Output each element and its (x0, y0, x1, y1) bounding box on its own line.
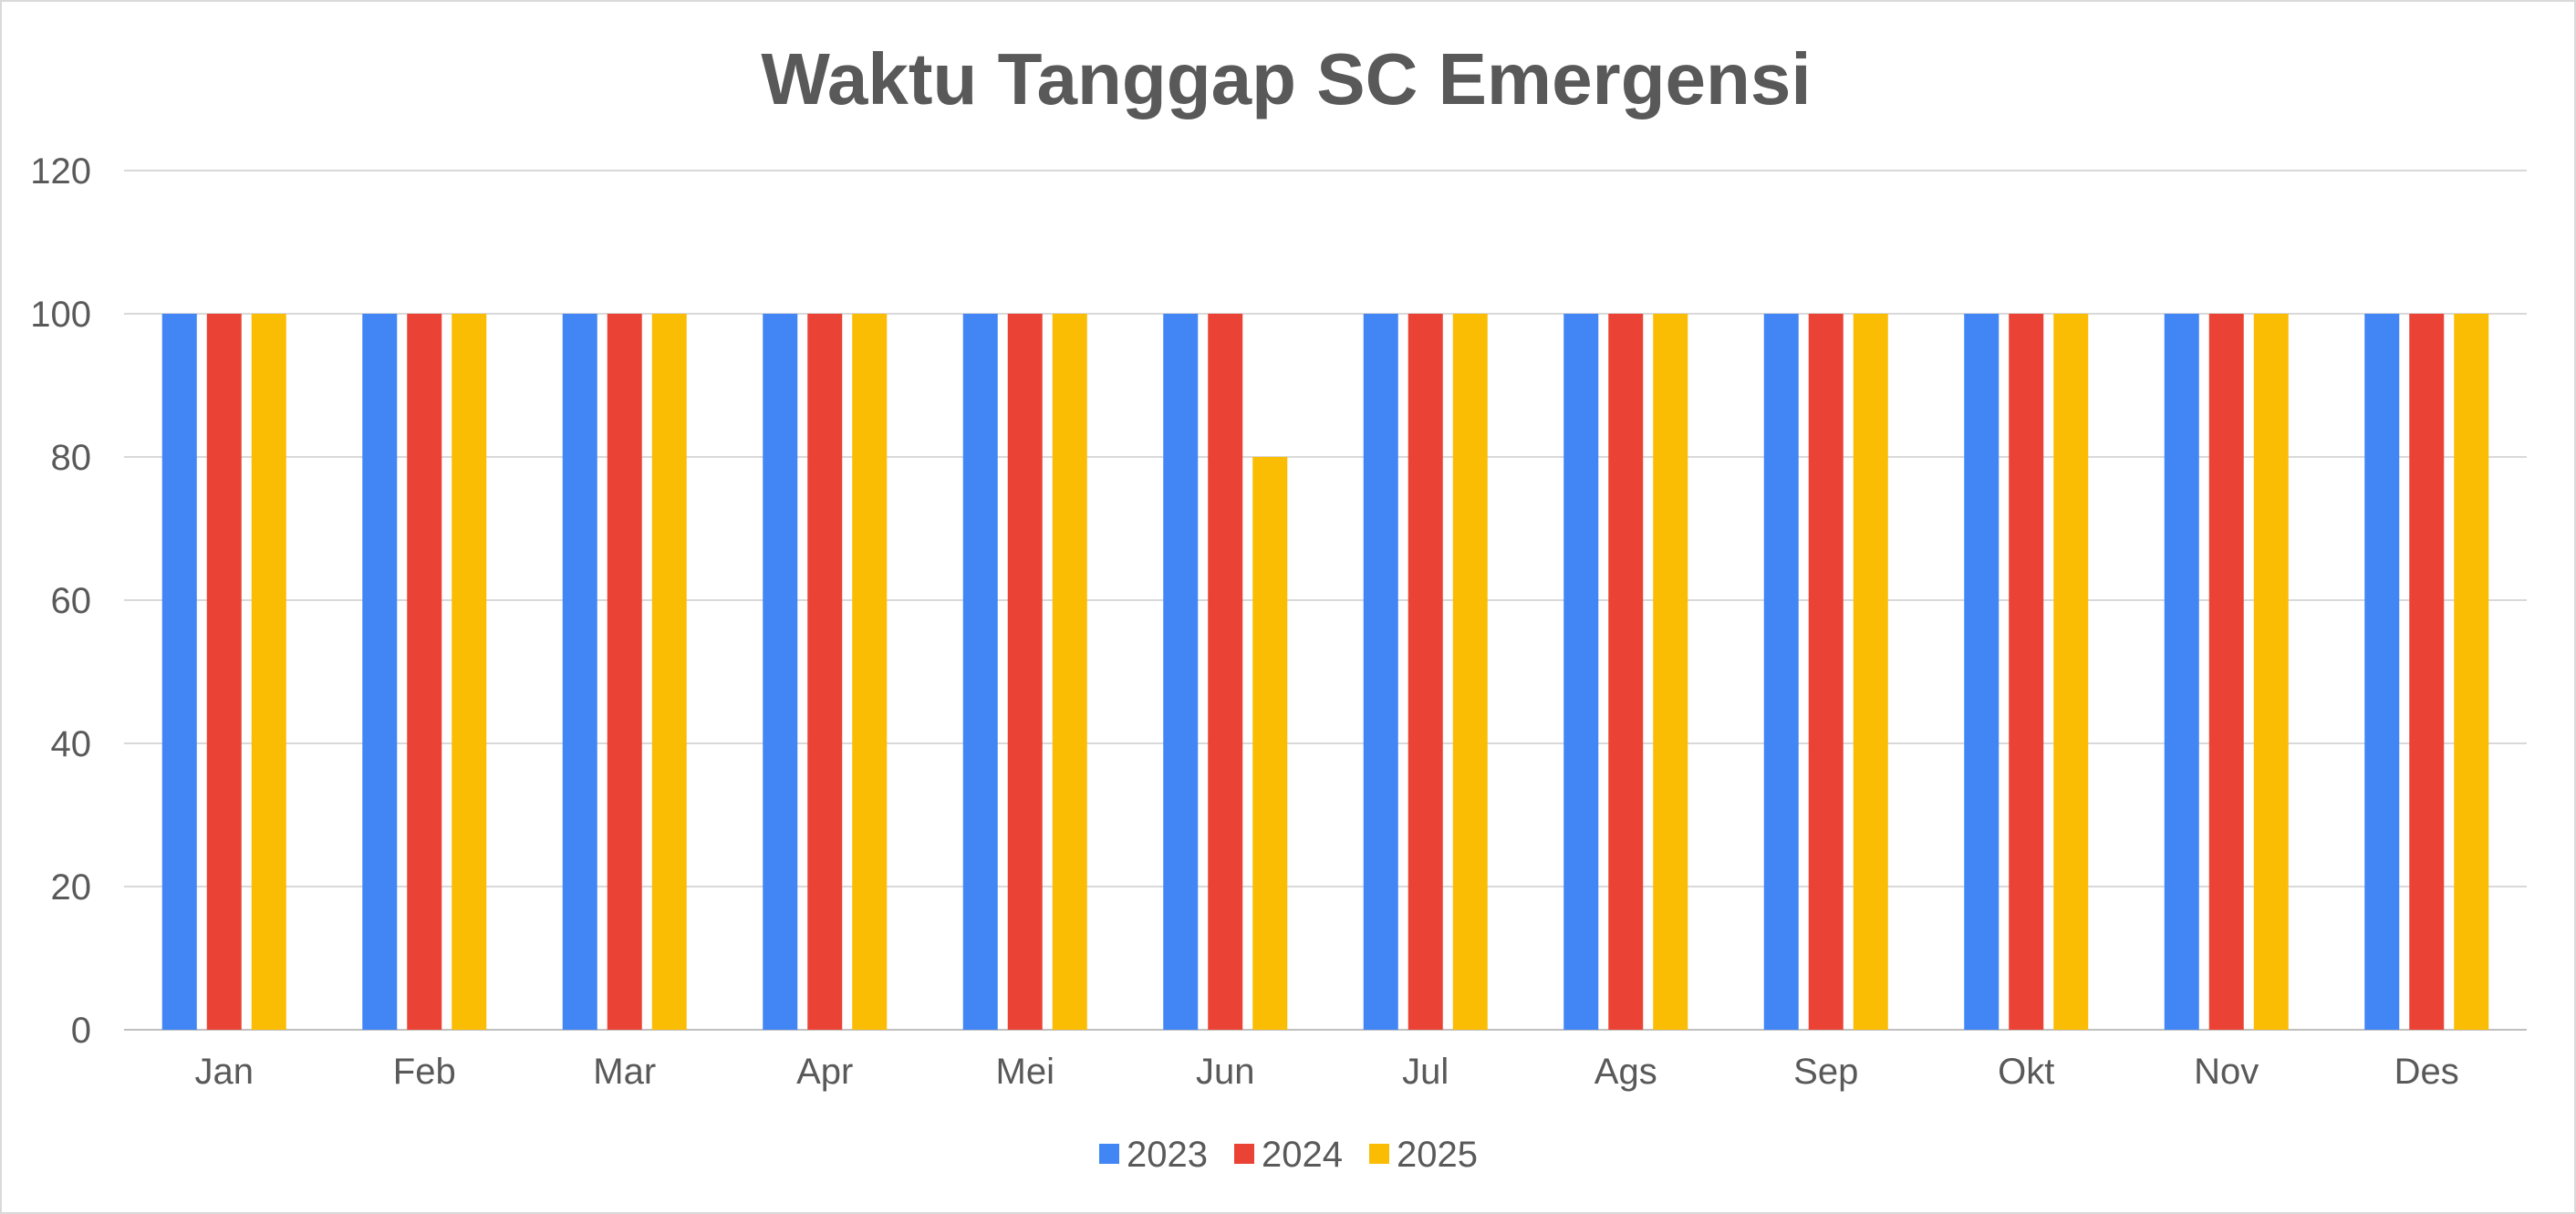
y-tick-label: 40 (51, 724, 92, 764)
legend-swatch-2023 (1099, 1144, 1119, 1164)
chart-title: Waktu Tanggap SC Emergensi (761, 38, 1811, 119)
bar-2023-Mei (962, 314, 998, 1030)
bar-2024-Feb (407, 314, 442, 1030)
bar-2025-Okt (2053, 314, 2089, 1030)
x-tick-label: Jun (1196, 1052, 1255, 1092)
bar-2024-Sep (1808, 314, 1844, 1030)
bar-2024-Mei (1007, 314, 1043, 1030)
gridlines (124, 170, 2527, 1031)
bar-2024-Okt (2009, 314, 2044, 1030)
x-tick-label: Feb (393, 1052, 456, 1092)
legend-label-2025: 2025 (1397, 1135, 1478, 1175)
bar-2025-Mar (651, 314, 687, 1030)
x-tick-label: Okt (1998, 1052, 2054, 1092)
bar-2024-Ags (1608, 314, 1644, 1030)
bar-2023-Des (2364, 314, 2400, 1030)
bar-2024-Jun (1208, 314, 1243, 1030)
legend-label-2023: 2023 (1127, 1135, 1208, 1175)
legend-swatch-2024 (1234, 1144, 1254, 1164)
bars (161, 314, 2489, 1030)
y-tick-label: 100 (30, 295, 91, 335)
bar-2023-Okt (1964, 314, 2000, 1030)
x-tick-label: Sep (1793, 1052, 1858, 1092)
bar-2025-Sep (1853, 314, 1888, 1030)
x-tick-label: Jan (195, 1052, 254, 1092)
legend-swatch-2025 (1369, 1144, 1389, 1164)
bar-2024-Apr (807, 314, 843, 1030)
x-tick-label: Mei (996, 1052, 1054, 1092)
y-axis-tick-labels: 0 20 40 60 80 100 120 (30, 151, 91, 1051)
legend: 2023 2024 2025 (1099, 1135, 1478, 1175)
x-tick-label: Nov (2194, 1052, 2259, 1092)
bar-2025-Nov (2253, 314, 2289, 1030)
y-tick-label: 120 (30, 151, 91, 192)
bar-2023-Apr (763, 314, 798, 1030)
bar-2025-Apr (852, 314, 888, 1030)
x-tick-label: Apr (796, 1052, 853, 1092)
bar-2025-Jun (1252, 457, 1288, 1030)
bar-2023-Sep (1763, 314, 1799, 1030)
bar-2023-Jun (1163, 314, 1199, 1030)
bar-2025-Des (2454, 314, 2489, 1030)
bar-2025-Jul (1452, 314, 1488, 1030)
bar-2024-Mar (607, 314, 642, 1030)
bar-2024-Nov (2208, 314, 2244, 1030)
bar-2023-Feb (362, 314, 398, 1030)
bar-2025-Jan (251, 314, 286, 1030)
bar-2025-Feb (452, 314, 487, 1030)
legend-label-2024: 2024 (1262, 1135, 1343, 1175)
x-tick-label: Jul (1402, 1052, 1449, 1092)
x-tick-label: Mar (593, 1052, 656, 1092)
y-tick-label: 20 (51, 867, 92, 908)
y-tick-label: 60 (51, 581, 92, 621)
bar-2024-Jul (1407, 314, 1443, 1030)
bar-2023-Mar (562, 314, 597, 1030)
bar-2023-Ags (1563, 314, 1599, 1030)
bar-2025-Mei (1052, 314, 1087, 1030)
x-tick-label: Ags (1594, 1052, 1657, 1092)
bar-2023-Nov (2164, 314, 2199, 1030)
bar-2023-Jan (161, 314, 197, 1030)
x-tick-label: Des (2394, 1052, 2459, 1092)
x-axis-tick-labels: Jan Feb Mar Apr Mei Jun Jul Ags Sep Okt Nov Des (195, 1052, 2459, 1092)
bar-2025-Ags (1653, 314, 1688, 1030)
bar-2024-Des (2409, 314, 2445, 1030)
y-tick-label: 0 (71, 1011, 91, 1051)
bar-2023-Jul (1363, 314, 1398, 1030)
y-tick-label: 80 (51, 438, 92, 478)
bar-2024-Jan (206, 314, 242, 1030)
